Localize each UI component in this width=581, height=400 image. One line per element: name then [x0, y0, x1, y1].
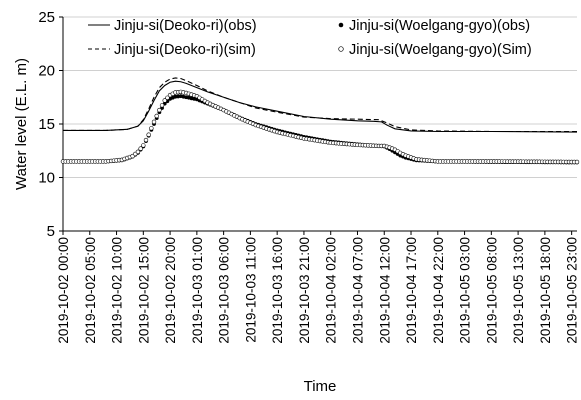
legend-swatch	[338, 22, 344, 28]
series-0	[63, 80, 578, 133]
data-point	[154, 113, 159, 119]
x-tick-label: 2019-10-05 23:00	[565, 237, 580, 344]
data-point	[143, 137, 149, 143]
data-point	[574, 159, 580, 165]
legend-label: Jinju-si(Woelgang-gyo)(obs)	[349, 18, 530, 34]
legend-item: Jinju-si(Deoko-ri)(sim)	[88, 42, 256, 58]
data-point	[146, 132, 151, 137]
data-point	[138, 146, 143, 151]
x-tick-label: 2019-10-05 08:00	[484, 237, 499, 344]
data-point	[149, 126, 154, 131]
x-axis-title: Time	[304, 378, 337, 395]
x-tick-label: 2019-10-05 18:00	[538, 237, 553, 344]
x-tick-label: 2019-10-04 07:00	[350, 237, 365, 344]
data-point	[151, 119, 157, 125]
x-tick-label: 2019-10-04 02:00	[324, 237, 339, 344]
legend-item: Jinju-si(Woelgang-gyo)(Sim)	[338, 42, 532, 58]
series-3	[60, 89, 580, 165]
data-point	[135, 149, 141, 155]
y-tick-label: 5	[47, 223, 55, 240]
series-1	[63, 77, 577, 133]
x-tick-label: 2019-10-03 01:00	[190, 237, 205, 344]
x-tick-label: 2019-10-03 11:00	[243, 237, 258, 343]
data-point	[141, 143, 146, 148]
legend: Jinju-si(Deoko-ri)(obs) Jinju-si(Deoko-ri…	[88, 18, 532, 58]
x-tick-label: 2019-10-02 00:00	[56, 237, 71, 344]
y-tick-label: 25	[38, 9, 55, 26]
series-line	[63, 77, 577, 133]
y-tick-label: 15	[38, 116, 55, 133]
legend-item: Jinju-si(Deoko-ri)(obs)	[88, 18, 257, 34]
x-tick-label: 2019-10-03 21:00	[297, 237, 312, 344]
data-point	[165, 95, 170, 100]
x-tick-label: 2019-10-04 22:00	[431, 237, 446, 344]
series-line	[63, 80, 578, 133]
x-tick-label: 2019-10-03 06:00	[217, 237, 232, 344]
x-tick-label: 2019-10-05 03:00	[458, 237, 473, 344]
y-ticks: 5 10 15 20 25	[38, 9, 63, 240]
y-tick-label: 20	[38, 63, 55, 80]
x-tick-label: 2019-10-02 20:00	[163, 237, 178, 344]
x-tick-label: 2019-10-02 05:00	[83, 237, 98, 344]
legend-swatch	[338, 46, 344, 52]
x-tick-label: 2019-10-04 17:00	[404, 237, 419, 344]
x-tick-label: 2019-10-04 12:00	[377, 237, 392, 344]
gridlines	[63, 16, 577, 178]
legend-item: Jinju-si(Woelgang-gyo)(obs)	[338, 18, 530, 34]
data-point	[162, 98, 167, 103]
x-tick-label: 2019-10-03 16:00	[270, 237, 285, 344]
x-tick-label: 2019-10-02 15:00	[136, 237, 151, 344]
x-tick-label: 2019-10-02 10:00	[110, 237, 125, 344]
data-point	[157, 107, 162, 113]
x-ticks: 2019-10-02 00:00 2019-10-02 05:00 2019-10-…	[56, 231, 580, 344]
series-group	[60, 77, 580, 165]
y-tick-label: 10	[38, 170, 55, 187]
x-tick-label: 2019-10-05 13:00	[511, 237, 526, 344]
legend-label: Jinju-si(Deoko-ri)(sim)	[114, 42, 256, 58]
legend-label: Jinju-si(Deoko-ri)(obs)	[114, 18, 257, 34]
legend-label: Jinju-si(Woelgang-gyo)(Sim)	[349, 42, 532, 58]
data-point	[159, 103, 165, 108]
y-axis-title: Water level (E.L. m)	[13, 58, 30, 190]
series-2	[61, 94, 579, 165]
